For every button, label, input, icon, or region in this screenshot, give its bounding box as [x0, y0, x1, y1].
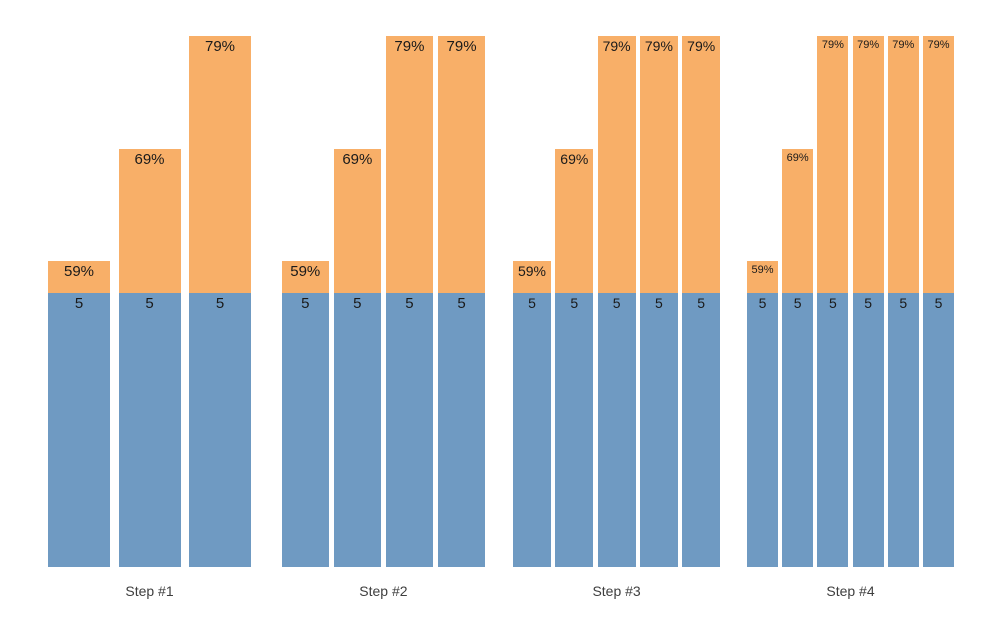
bar-percent-label: 79% — [821, 39, 844, 51]
bar-value-label: 5 — [758, 295, 767, 311]
stacked-bar: 59% 5 — [48, 261, 110, 567]
stacked-bar: 79% 5 — [817, 36, 849, 567]
bar-top-segment: 59% — [747, 261, 778, 293]
bar-base-segment: 5 — [782, 293, 814, 567]
bar-value-label: 5 — [828, 295, 837, 311]
bar-value-label: 5 — [654, 295, 663, 311]
bar-percent-label: 59% — [290, 263, 321, 280]
stacked-bar: 79% 5 — [682, 36, 721, 567]
bar-percent-label: 79% — [892, 39, 915, 51]
bar-value-label: 5 — [457, 295, 466, 312]
bar-top-segment: 59% — [48, 261, 110, 293]
stacked-bar: 79% 5 — [852, 36, 884, 567]
stacked-bar: 69% 5 — [118, 149, 181, 567]
bar-value-label: 5 — [793, 295, 802, 311]
stacked-bar: 79% 5 — [887, 36, 919, 567]
stacked-bar: 79% 5 — [189, 36, 251, 567]
bar-value-label: 5 — [353, 295, 362, 312]
stacked-bar: 69% 5 — [782, 149, 814, 567]
bar-base-segment: 5 — [887, 293, 919, 567]
bar-top-segment: 59% — [513, 261, 551, 293]
bar-percent-label: 69% — [560, 151, 589, 167]
bar-base-segment: 5 — [817, 293, 849, 567]
bar-base-segment: 5 — [597, 293, 636, 567]
stacked-bar: 79% 5 — [923, 36, 954, 567]
stacked-bar: 79% 5 — [639, 36, 678, 567]
bar-top-segment: 79% — [597, 36, 636, 293]
bar-base-segment: 5 — [682, 293, 721, 567]
bar-percent-label: 79% — [204, 38, 236, 55]
bar-value-label: 5 — [864, 295, 872, 311]
bar-base-segment: 5 — [48, 293, 110, 567]
bar-top-segment: 79% — [386, 36, 433, 293]
bar-percent-label: 79% — [857, 39, 880, 51]
stacked-bar: 79% 5 — [386, 36, 433, 567]
bar-top-segment: 79% — [817, 36, 849, 293]
bar-base-segment: 5 — [189, 293, 251, 567]
bar-percent-label: 69% — [786, 152, 809, 164]
bar-value-label: 5 — [899, 295, 908, 311]
bar-percent-label: 79% — [394, 38, 425, 55]
bar-value-label: 5 — [74, 295, 84, 312]
bar-value-label: 5 — [697, 295, 706, 311]
bar-percent-label: 59% — [63, 263, 95, 280]
bar-top-segment: 69% — [782, 149, 814, 293]
bar-base-segment: 5 — [386, 293, 433, 567]
bar-value-label: 5 — [215, 295, 225, 312]
stacked-bar: 59% 5 — [747, 261, 778, 567]
bar-top-segment: 79% — [189, 36, 251, 293]
bar-base-segment: 5 — [923, 293, 954, 567]
bar-base-segment: 5 — [334, 293, 381, 567]
bar-base-segment: 5 — [118, 293, 181, 567]
bar-value-label: 5 — [528, 295, 536, 311]
stacked-bar: 79% 5 — [597, 36, 636, 567]
bar-percent-label: 79% — [446, 38, 477, 55]
bar-percent-label: 79% — [927, 39, 950, 51]
stacked-bar: 59% 5 — [282, 261, 329, 567]
bar-top-segment: 69% — [334, 149, 381, 293]
bar-top-segment: 79% — [682, 36, 721, 293]
bar-base-segment: 5 — [852, 293, 884, 567]
bar-value-label: 5 — [405, 295, 414, 312]
bar-top-segment: 79% — [639, 36, 678, 293]
bar-top-segment: 79% — [923, 36, 954, 293]
bar-top-segment: 79% — [438, 36, 485, 293]
bar-percent-label: 79% — [602, 38, 631, 54]
x-axis-group-label: Step #1 — [125, 583, 174, 599]
x-axis-group-label: Step #3 — [592, 583, 641, 599]
bar-percent-label: 59% — [517, 263, 547, 279]
bar-value-label: 5 — [301, 295, 310, 312]
bar-percent-label: 59% — [751, 264, 774, 276]
bar-base-segment: 5 — [438, 293, 485, 567]
bar-percent-label: 69% — [134, 151, 165, 168]
bar-top-segment: 79% — [852, 36, 884, 293]
stacked-bar: 69% 5 — [334, 149, 381, 567]
bar-top-segment: 79% — [887, 36, 919, 293]
bar-percent-label: 79% — [687, 38, 716, 54]
stacked-bar: 59% 5 — [513, 261, 551, 567]
bar-base-segment: 5 — [513, 293, 551, 567]
bar-base-segment: 5 — [639, 293, 678, 567]
stacked-bar: 69% 5 — [555, 149, 594, 567]
bar-base-segment: 5 — [555, 293, 594, 567]
bar-top-segment: 59% — [282, 261, 329, 293]
bar-percent-label: 69% — [342, 151, 373, 168]
bar-value-label: 5 — [612, 295, 621, 311]
bar-base-segment: 5 — [747, 293, 778, 567]
bar-base-segment: 5 — [282, 293, 329, 567]
x-axis-group-label: Step #4 — [826, 583, 875, 599]
bar-percent-label: 79% — [644, 38, 673, 54]
x-axis-group-label: Step #2 — [359, 583, 408, 599]
bar-top-segment: 69% — [118, 149, 181, 293]
stacked-bar: 79% 5 — [438, 36, 485, 567]
bar-value-label: 5 — [145, 295, 154, 312]
bar-value-label: 5 — [934, 295, 943, 311]
bar-top-segment: 69% — [555, 149, 594, 293]
bar-value-label: 5 — [570, 295, 579, 311]
